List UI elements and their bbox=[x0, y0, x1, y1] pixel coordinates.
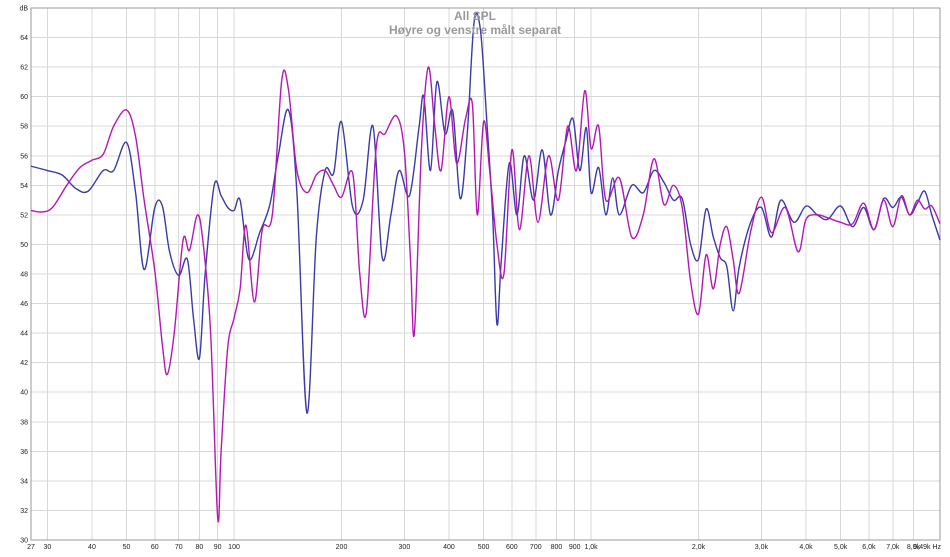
y-tick-label: 34 bbox=[20, 478, 28, 485]
y-tick-label: 50 bbox=[20, 242, 28, 249]
y-tick-label: 52 bbox=[20, 212, 28, 219]
x-tick-label: 50 bbox=[123, 544, 131, 551]
y-tick-label: 46 bbox=[20, 301, 28, 308]
x-tick-label: 500 bbox=[478, 544, 490, 551]
y-tick-label: 42 bbox=[20, 360, 28, 367]
y-tick-label: 54 bbox=[20, 183, 28, 190]
plot-border bbox=[30, 7, 941, 541]
y-tick-label: 30 bbox=[20, 538, 28, 545]
series-line-1 bbox=[30, 12, 941, 414]
y-tick-label: 60 bbox=[20, 94, 28, 101]
x-tick-label: 40 bbox=[88, 544, 96, 551]
y-tick-label: 48 bbox=[20, 272, 28, 279]
x-tick-label: 5,0k bbox=[834, 544, 848, 551]
y-tick-label: 58 bbox=[20, 124, 28, 131]
x-tick-label: 7,0k bbox=[886, 544, 900, 551]
x-tick-label: 80 bbox=[196, 544, 204, 551]
x-tick-label: 200 bbox=[336, 544, 348, 551]
x-tick-label: 27 bbox=[27, 544, 35, 551]
x-tick-label: 1,0k bbox=[584, 544, 598, 551]
plot-frame bbox=[30, 7, 941, 541]
y-tick-label: 44 bbox=[20, 331, 28, 338]
x-tick-label: 70 bbox=[175, 544, 183, 551]
chart-subtitle: Høyre og venstre målt separat bbox=[389, 23, 561, 37]
x-tick-label: 30 bbox=[43, 544, 51, 551]
y-tick-label: 32 bbox=[20, 508, 28, 515]
y-tick-label: 40 bbox=[20, 390, 28, 397]
x-tick-label: 2,0k bbox=[692, 544, 706, 551]
x-tick-label: 700 bbox=[530, 544, 542, 551]
y-tick-label: 64 bbox=[20, 35, 28, 42]
y-tick-label: 38 bbox=[20, 419, 28, 426]
x-tick-label: 60 bbox=[151, 544, 159, 551]
x-tick-label: 8,0k bbox=[907, 544, 921, 551]
x-tick-label: 400 bbox=[443, 544, 455, 551]
x-tick-label: 600 bbox=[506, 544, 518, 551]
x-tick-label: 3,0k bbox=[755, 544, 769, 551]
series-line-2 bbox=[30, 66, 941, 523]
chart-title: All SPL bbox=[454, 9, 496, 23]
x-tick-label: 100 bbox=[228, 544, 240, 551]
grid bbox=[30, 7, 941, 541]
y-tick-label: dB bbox=[19, 6, 28, 13]
y-tick-label: 56 bbox=[20, 153, 28, 160]
x-axis-ticks: 27 30 40 50 60 70 80 90 100 200 300 400 500 600 700 800… bbox=[27, 544, 941, 551]
x-tick-label: 4,0k bbox=[799, 544, 813, 551]
x-tick-label: 900 bbox=[569, 544, 581, 551]
series-lines bbox=[30, 12, 941, 523]
x-tick-label: 6,0k bbox=[862, 544, 876, 551]
x-tick-label: 800 bbox=[551, 544, 563, 551]
x-tick-label: 90 bbox=[214, 544, 222, 551]
y-tick-label: 62 bbox=[20, 65, 28, 72]
y-axis-ticks: 30 32 34 36 38 40 42 44 46 48 50 52 54 56 58 60 62 64 dB bbox=[19, 6, 28, 545]
x-tick-label: 9,49k Hz bbox=[913, 544, 941, 551]
y-tick-label: 36 bbox=[20, 449, 28, 456]
x-tick-label: 300 bbox=[399, 544, 411, 551]
